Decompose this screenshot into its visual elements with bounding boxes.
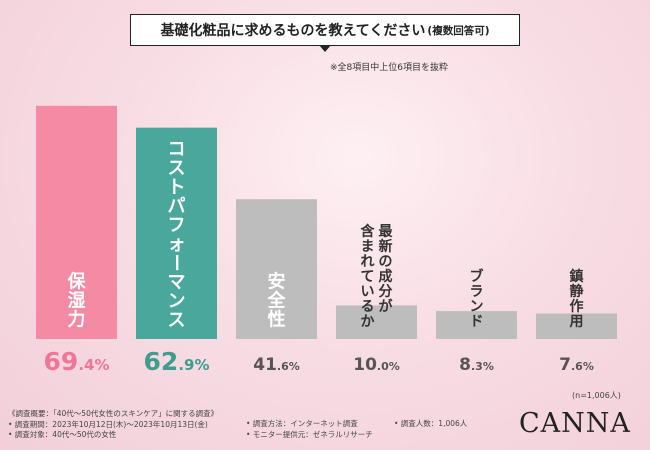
category-label-1: ト <box>168 177 186 198</box>
category-label-3: て <box>361 269 375 285</box>
bar-3 <box>336 305 417 339</box>
category-label-1: ン <box>168 291 186 312</box>
value-label-2: 41.6% <box>253 355 300 375</box>
category-label-1: フ <box>168 215 186 236</box>
category-label-3: い <box>361 284 375 300</box>
category-label-5: 用 <box>570 314 584 330</box>
category-label-2: 全 <box>267 289 287 311</box>
title-pointer <box>319 45 331 52</box>
value-label-1: 62.9% <box>144 347 210 376</box>
bar-4 <box>436 311 517 339</box>
category-label-3: ま <box>361 239 375 255</box>
category-label-4: ン <box>470 299 484 315</box>
category-label-4: ド <box>470 314 484 330</box>
value-label-5: 7.6% <box>559 355 594 375</box>
chart-title: 基礎化粧品に求めるものを教えてください <box>160 23 426 39</box>
category-label-2: 性 <box>268 308 286 330</box>
survey-info-col3: • 調査人数：1,006人 <box>394 419 467 430</box>
category-label-3: 成 <box>379 268 393 285</box>
bar-2 <box>236 199 317 339</box>
category-label-5: 静 <box>570 283 584 300</box>
sample-size-label: (n=1,006人) <box>572 391 621 400</box>
value-label-3: 10.0% <box>353 355 400 375</box>
category-label-2: 安 <box>268 270 286 292</box>
survey-info-col1: 《調査概要：「40代～50代女性のスキンケア」に関する調査》 • 調査期間：20… <box>8 409 218 441</box>
survey-period: • 調査期間：2023年10月12日(木)～2023年10月13日(金) <box>8 419 208 429</box>
category-label-5: 作 <box>570 298 584 315</box>
category-label-0: 保 <box>67 270 87 292</box>
value-label-0: 69.4% <box>44 347 110 376</box>
category-label-1: ー <box>165 254 186 272</box>
value-label-4: 8.3% <box>459 355 494 375</box>
survey-outline: 《調査概要：「40代～50代女性のスキンケア」に関する調査》 <box>8 409 219 418</box>
category-label-0: 湿 <box>68 290 86 311</box>
category-label-3: か <box>361 314 375 330</box>
category-label-4: ラ <box>470 284 484 300</box>
chart-title-box: 基礎化粧品に求めるものを教えてください (複数回答可) <box>130 14 520 46</box>
category-label-0: 力 <box>68 309 86 330</box>
category-label-1: コ <box>168 139 186 160</box>
category-label-3: 分 <box>379 284 393 300</box>
category-label-1: ォ <box>168 234 186 255</box>
survey-method: • 調査方法：インターネット調査 <box>246 419 358 428</box>
bar-1 <box>136 127 217 339</box>
category-label-1: ス <box>168 158 186 179</box>
category-label-3: 最 <box>379 223 394 240</box>
bar-5 <box>536 313 617 339</box>
category-label-5: 鎮 <box>570 268 584 285</box>
category-label-1: パ <box>168 196 186 217</box>
survey-count: • 調査人数：1,006人 <box>394 419 468 428</box>
survey-provider: • モニター提供元：ゼネラルリサーチ <box>246 429 373 439</box>
bar-0 <box>36 105 117 339</box>
category-label-1: マ <box>168 272 186 293</box>
brand-logo: CANNA <box>519 408 631 439</box>
category-label-3: の <box>379 254 393 270</box>
category-label-3: る <box>361 299 375 315</box>
survey-target: • 調査対象：40代～50代の女性 <box>8 430 117 439</box>
category-label-3: 新 <box>379 238 393 255</box>
extract-note: ※全8項目中上位6項目を抜粋 <box>330 63 448 73</box>
survey-info-col2: • 調査方法：インターネット調査 • モニター提供元：ゼネラルリサーチ <box>246 419 373 440</box>
category-label-1: ス <box>168 310 186 331</box>
category-label-3: が <box>379 298 394 315</box>
category-label-3: 含 <box>361 223 376 240</box>
category-label-4: ブ <box>470 268 484 285</box>
bar-chart: 保湿力69.4%コストパフォーマンス62.9%安全性41.6%最新の成分が含まれ… <box>36 105 617 376</box>
chart-title-sub: (複数回答可) <box>427 24 490 37</box>
category-label-3: れ <box>361 254 375 270</box>
